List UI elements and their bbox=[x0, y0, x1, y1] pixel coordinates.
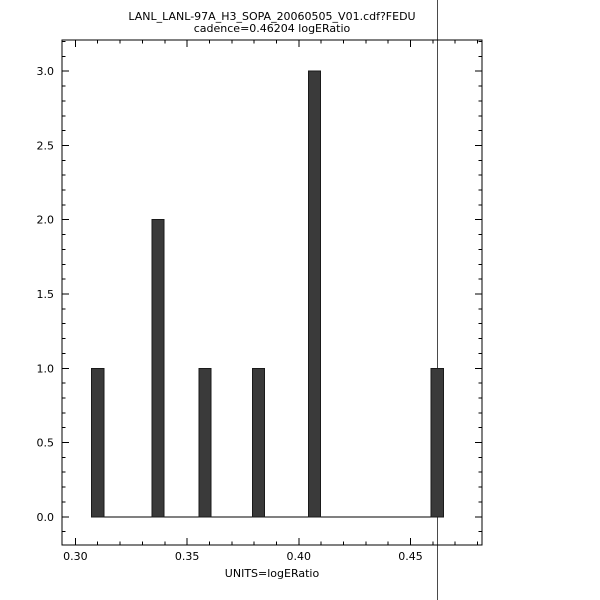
histogram-bar bbox=[307, 70, 322, 518]
histogram-bar bbox=[430, 367, 444, 518]
x-tick-label: 0.35 bbox=[175, 550, 200, 563]
y-tick-label: 0.0 bbox=[37, 511, 55, 524]
y-tick-label: 2.0 bbox=[37, 214, 55, 227]
chart-subtitle: cadence=0.46204 logERatio bbox=[193, 22, 351, 35]
histogram-bar bbox=[198, 367, 212, 518]
x-axis-label: UNITS=logERatio bbox=[224, 567, 320, 580]
x-tick-label: 0.40 bbox=[287, 550, 312, 563]
y-tick-label: 0.5 bbox=[37, 437, 55, 450]
histogram-bar bbox=[251, 367, 266, 518]
x-tick-label: 0.45 bbox=[398, 550, 423, 563]
histogram-bar bbox=[91, 367, 105, 518]
chart-title: LANL_LANL-97A_H3_SOPA_20060505_V01.cdf?F… bbox=[128, 10, 416, 23]
y-tick-label: 1.5 bbox=[37, 288, 55, 301]
y-tick-label: 2.5 bbox=[37, 139, 55, 152]
histogram-bar bbox=[151, 219, 165, 518]
plot-border bbox=[61, 39, 483, 546]
y-tick-label: 3.0 bbox=[37, 65, 55, 78]
y-tick-label: 1.0 bbox=[37, 362, 55, 375]
x-tick-label: 0.30 bbox=[63, 550, 88, 563]
